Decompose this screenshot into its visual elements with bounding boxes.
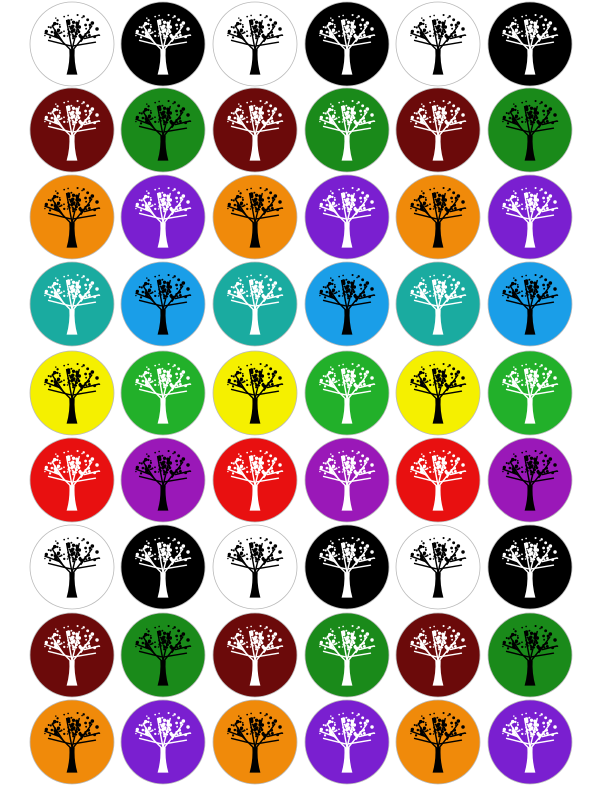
- sticker: [395, 174, 481, 260]
- sticker: [29, 1, 115, 87]
- sticker: [487, 699, 573, 785]
- sticker: [395, 524, 481, 610]
- sticker: [395, 350, 481, 436]
- sticker: [304, 261, 390, 347]
- sticker: [120, 524, 206, 610]
- sticker: [395, 261, 481, 347]
- sticker: [304, 1, 390, 87]
- sticker: [395, 87, 481, 173]
- sticker: [212, 612, 298, 698]
- sticker: [212, 87, 298, 173]
- sticker: [487, 350, 573, 436]
- sticker: [29, 437, 115, 523]
- sticker: [395, 612, 481, 698]
- sticker: [212, 699, 298, 785]
- sticker: [120, 437, 206, 523]
- sticker: [395, 1, 481, 87]
- sticker: [29, 87, 115, 173]
- sticker: [487, 437, 573, 523]
- sticker: [29, 350, 115, 436]
- sticker: [304, 174, 390, 260]
- sticker: [487, 612, 573, 698]
- sticker: [29, 612, 115, 698]
- sticker: [487, 261, 573, 347]
- sticker: [304, 612, 390, 698]
- sticker: [212, 174, 298, 260]
- sticker: [120, 1, 206, 87]
- sticker: [212, 1, 298, 87]
- sticker: [304, 350, 390, 436]
- sticker: [487, 1, 573, 87]
- sticker: [304, 699, 390, 785]
- sticker: [212, 524, 298, 610]
- sticker: [487, 87, 573, 173]
- sticker: [120, 261, 206, 347]
- sticker: [120, 174, 206, 260]
- sticker: [120, 350, 206, 436]
- sticker: [395, 437, 481, 523]
- sticker: [29, 699, 115, 785]
- sticker: [29, 174, 115, 260]
- sticker: [29, 261, 115, 347]
- sticker: [212, 437, 298, 523]
- sticker: [29, 524, 115, 610]
- sticker: [212, 350, 298, 436]
- sticker: [487, 174, 573, 260]
- sticker: [395, 699, 481, 785]
- sticker: [304, 87, 390, 173]
- sticker: [304, 437, 390, 523]
- sticker: [487, 524, 573, 610]
- sticker: [120, 87, 206, 173]
- sticker: [120, 699, 206, 785]
- sticker: [212, 261, 298, 347]
- sticker: [304, 524, 390, 610]
- sticker: [120, 612, 206, 698]
